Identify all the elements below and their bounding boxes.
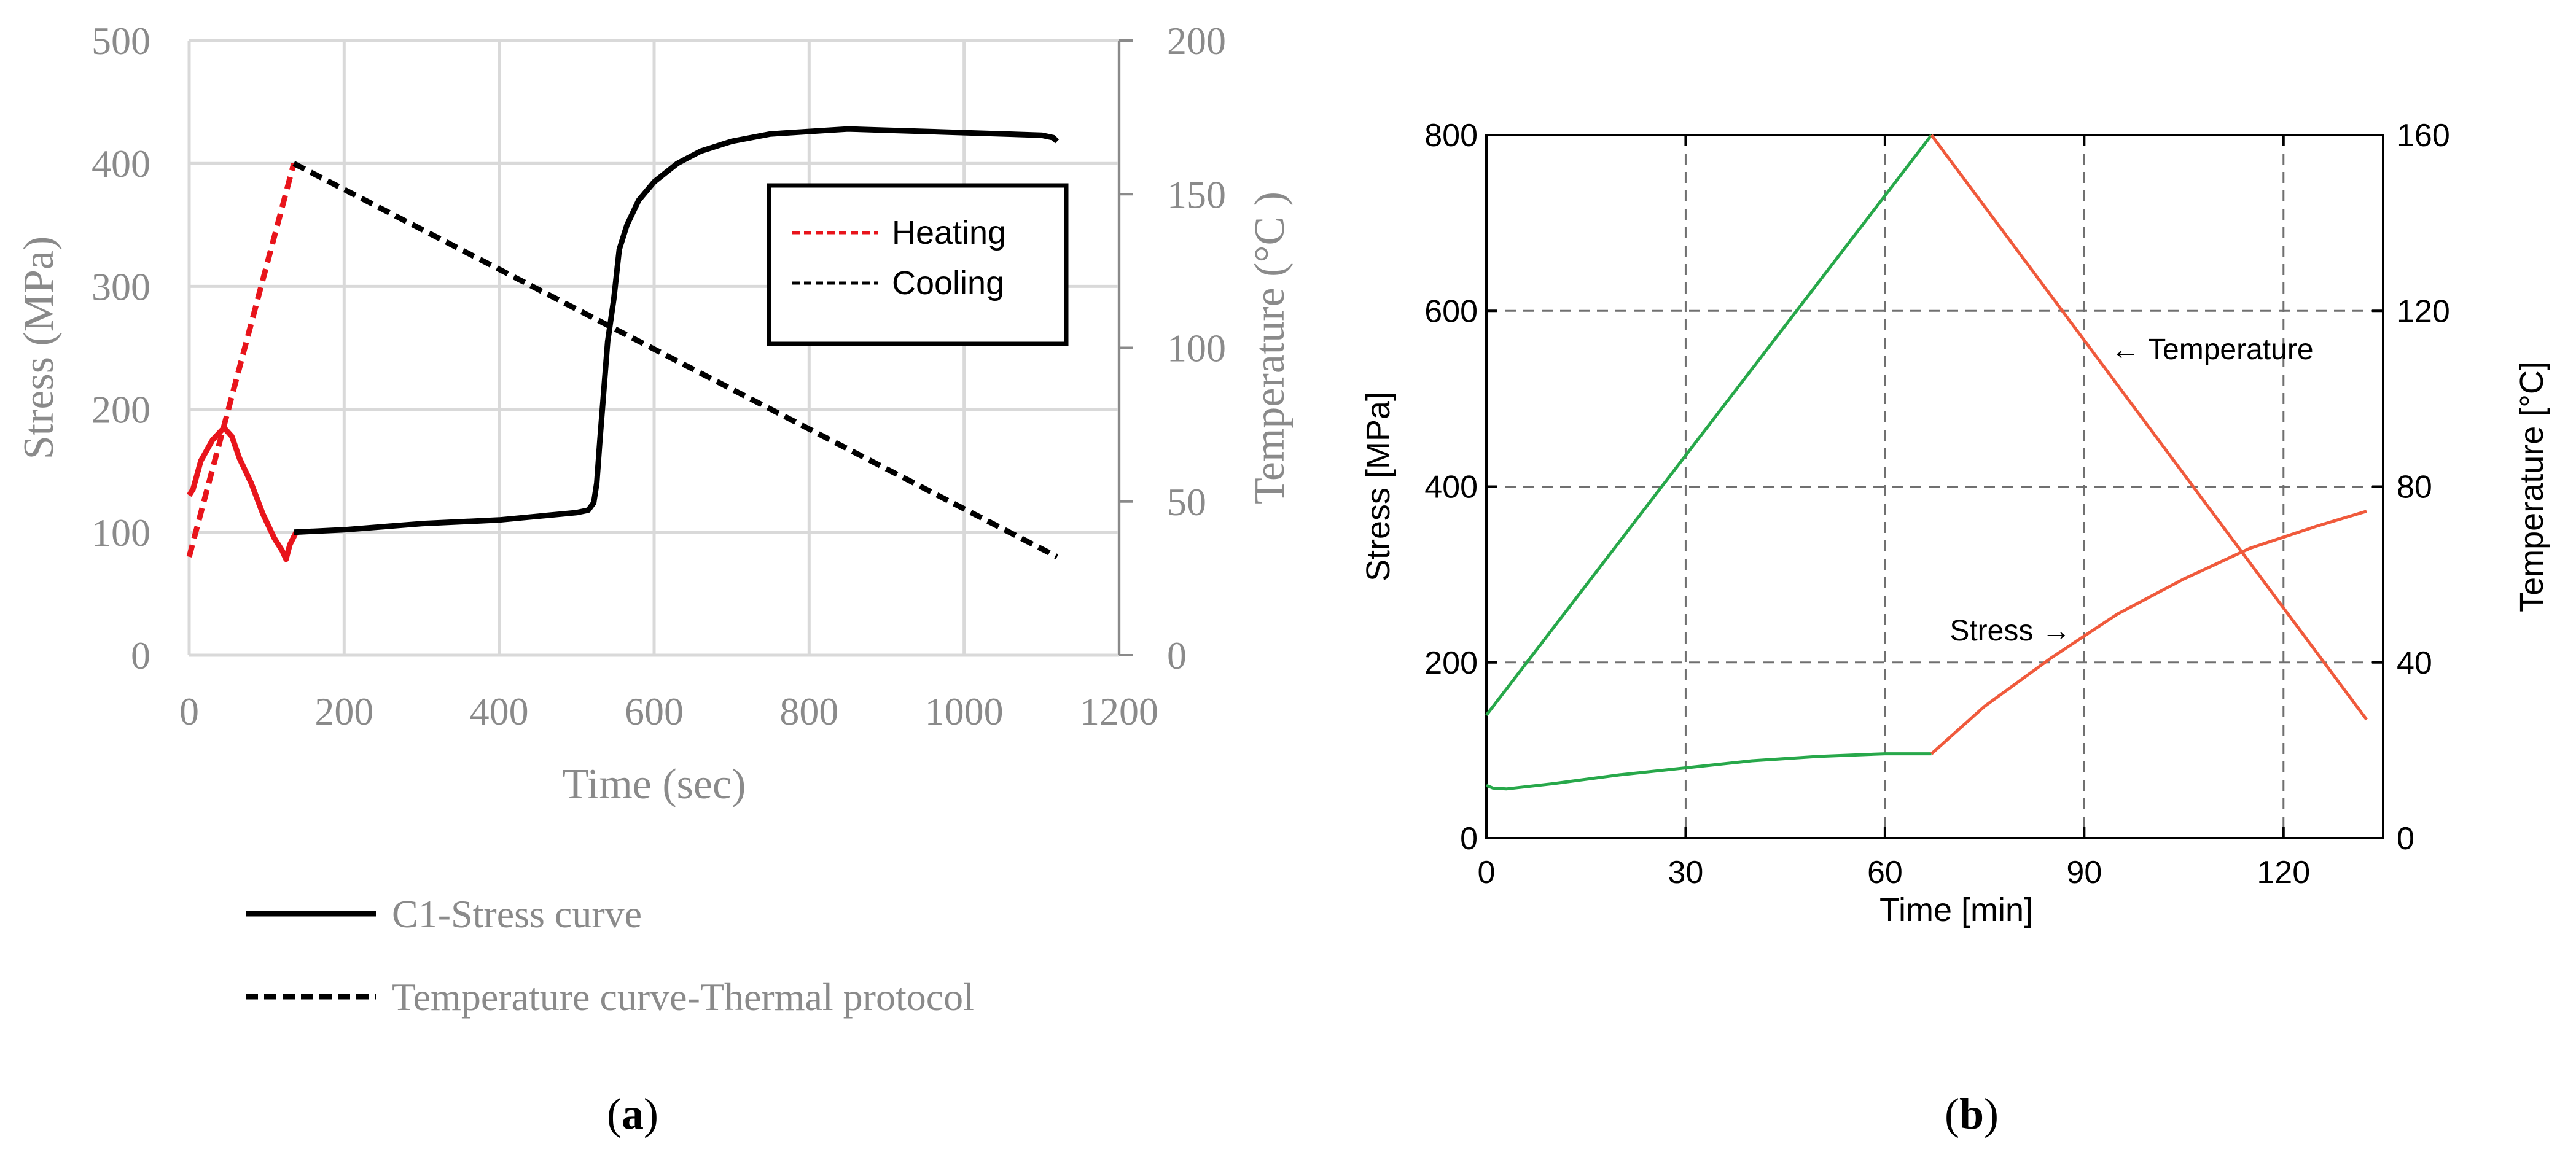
series-line-temperature-cooling bbox=[1930, 134, 2368, 721]
x-tick-label: 0 bbox=[1478, 855, 1496, 890]
x-tick-label: 60 bbox=[1867, 855, 1903, 890]
y2-tick-label: 0 bbox=[2397, 821, 2414, 857]
legend-box bbox=[767, 183, 1069, 346]
chart-b: 0 30 60 90 120 0 200 400 600 800 0 40 80 120 160 Time [… bbox=[1360, 118, 2550, 1138]
x-tick-label: 1000 bbox=[925, 690, 1004, 733]
y2-tick-label: 50 bbox=[1167, 480, 1206, 524]
y2-tick-label: 150 bbox=[1167, 173, 1226, 216]
y-axis-label: Stress [MPa] bbox=[1360, 392, 1397, 582]
x-tick-label: 120 bbox=[2257, 855, 2310, 890]
x-tick-label: 90 bbox=[2066, 855, 2102, 890]
x-tick-label: 30 bbox=[1668, 855, 1704, 890]
x-tick-label: 800 bbox=[779, 690, 838, 733]
y2-tick-label: 120 bbox=[2397, 294, 2450, 329]
y-tick-label: 600 bbox=[1424, 294, 1478, 329]
series-line-cooling bbox=[292, 161, 1059, 559]
annotation-stress: Stress → bbox=[1950, 615, 2071, 647]
y-axis-label: Stress (MPa) bbox=[15, 236, 63, 460]
outer-legend-label: C1-Stress curve bbox=[392, 892, 642, 936]
y2-tick-label: 40 bbox=[2397, 645, 2432, 681]
y-tick-label: 300 bbox=[92, 265, 150, 308]
y-tick-label: 100 bbox=[92, 511, 150, 554]
y2-tick-label: 160 bbox=[2397, 118, 2450, 154]
annotation-temperature: ← Temperature bbox=[2111, 333, 2314, 366]
x-axis-label: Time (sec) bbox=[563, 761, 746, 808]
y-tick-label: 400 bbox=[1424, 470, 1478, 505]
legend-outer: C1-Stress curve Temperature curve-Thermal… bbox=[246, 892, 974, 1019]
y2-tick-label: 0 bbox=[1167, 634, 1187, 677]
y-tick-label: 0 bbox=[1460, 821, 1478, 857]
panel-label-b: (b) bbox=[1945, 1089, 1999, 1138]
y-tick-label: 800 bbox=[1424, 118, 1478, 154]
y2-tick-label: 200 bbox=[1167, 19, 1226, 63]
outer-legend-label: Temperature curve-Thermal protocol bbox=[392, 975, 974, 1019]
y-tick-label: 500 bbox=[92, 19, 150, 63]
x-tick-label: 1200 bbox=[1080, 690, 1158, 733]
y-tick-label: 200 bbox=[92, 388, 150, 432]
series-line-temperature-heating bbox=[1485, 134, 1933, 717]
legend-label-heating: Heating bbox=[892, 214, 1006, 251]
series-line-c1-stress-heating bbox=[187, 425, 299, 562]
series-line-heating bbox=[186, 163, 297, 558]
panel-label-a: (a) bbox=[607, 1089, 658, 1138]
y2-tick-label: 100 bbox=[1167, 327, 1226, 370]
series-line-c1-stress-cooling bbox=[294, 126, 1060, 535]
x-tick-label: 600 bbox=[625, 690, 684, 733]
series-line-stress-heating bbox=[1486, 752, 1932, 791]
y2-axis-label: Temperature (°C ) bbox=[1246, 192, 1294, 504]
x-axis-label: Time [min] bbox=[1879, 892, 2033, 928]
series-line-stress-cooling bbox=[1930, 510, 2367, 755]
legend-label-cooling: Cooling bbox=[892, 265, 1004, 301]
y-tick-label: 0 bbox=[131, 634, 150, 677]
y2-tick-label: 80 bbox=[2397, 470, 2432, 505]
x-tick-label: 0 bbox=[179, 690, 199, 733]
y2-axis-label: Temperature [°C] bbox=[2513, 361, 2550, 612]
x-tick-label: 200 bbox=[314, 690, 373, 733]
chart-a: 0 200 400 600 800 1000 12000100200300400500050… bbox=[15, 19, 1294, 1138]
y-tick-label: 400 bbox=[92, 142, 150, 185]
legend-inner: Heating Cooling bbox=[767, 183, 1069, 346]
x-tick-label: 400 bbox=[470, 690, 529, 733]
y-tick-label: 200 bbox=[1424, 645, 1478, 681]
